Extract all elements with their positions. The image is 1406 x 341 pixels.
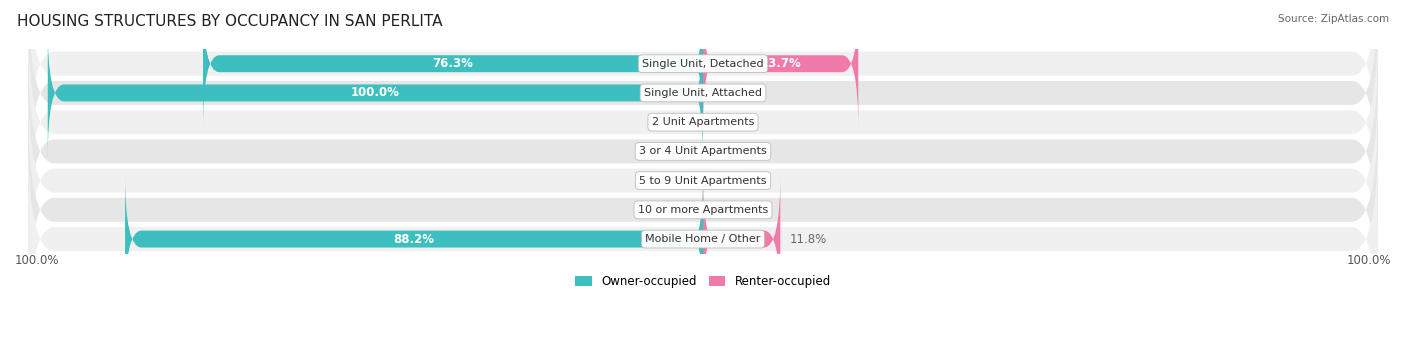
Text: 0.0%: 0.0% (661, 203, 690, 216)
Text: Source: ZipAtlas.com: Source: ZipAtlas.com (1278, 14, 1389, 24)
Text: 100.0%: 100.0% (1347, 254, 1391, 267)
FancyBboxPatch shape (28, 46, 1378, 256)
FancyBboxPatch shape (703, 175, 780, 303)
Text: HOUSING STRUCTURES BY OCCUPANCY IN SAN PERLITA: HOUSING STRUCTURES BY OCCUPANCY IN SAN P… (17, 14, 443, 29)
FancyBboxPatch shape (125, 175, 703, 303)
FancyBboxPatch shape (28, 134, 1378, 341)
FancyBboxPatch shape (28, 105, 1378, 315)
Text: 100.0%: 100.0% (352, 86, 399, 100)
FancyBboxPatch shape (703, 0, 858, 128)
Text: 0.0%: 0.0% (661, 145, 690, 158)
Text: Mobile Home / Other: Mobile Home / Other (645, 234, 761, 244)
Text: 0.0%: 0.0% (716, 174, 745, 187)
Text: 10 or more Apartments: 10 or more Apartments (638, 205, 768, 215)
Text: 88.2%: 88.2% (394, 233, 434, 246)
FancyBboxPatch shape (28, 17, 1378, 227)
FancyBboxPatch shape (48, 28, 703, 158)
Text: 0.0%: 0.0% (661, 116, 690, 129)
FancyBboxPatch shape (28, 0, 1378, 198)
FancyBboxPatch shape (28, 76, 1378, 285)
Text: Single Unit, Detached: Single Unit, Detached (643, 59, 763, 69)
Text: 2 Unit Apartments: 2 Unit Apartments (652, 117, 754, 127)
Text: 0.0%: 0.0% (716, 86, 745, 100)
FancyBboxPatch shape (28, 0, 1378, 169)
Legend: Owner-occupied, Renter-occupied: Owner-occupied, Renter-occupied (571, 270, 835, 293)
Text: 0.0%: 0.0% (716, 203, 745, 216)
Text: 3 or 4 Unit Apartments: 3 or 4 Unit Apartments (640, 146, 766, 157)
FancyBboxPatch shape (202, 0, 703, 128)
Text: Single Unit, Attached: Single Unit, Attached (644, 88, 762, 98)
Text: 23.7%: 23.7% (761, 57, 801, 70)
Text: 11.8%: 11.8% (790, 233, 827, 246)
Text: 100.0%: 100.0% (15, 254, 59, 267)
Text: 0.0%: 0.0% (661, 174, 690, 187)
Text: 0.0%: 0.0% (716, 116, 745, 129)
Text: 76.3%: 76.3% (433, 57, 474, 70)
Text: 5 to 9 Unit Apartments: 5 to 9 Unit Apartments (640, 176, 766, 186)
Text: 0.0%: 0.0% (716, 145, 745, 158)
